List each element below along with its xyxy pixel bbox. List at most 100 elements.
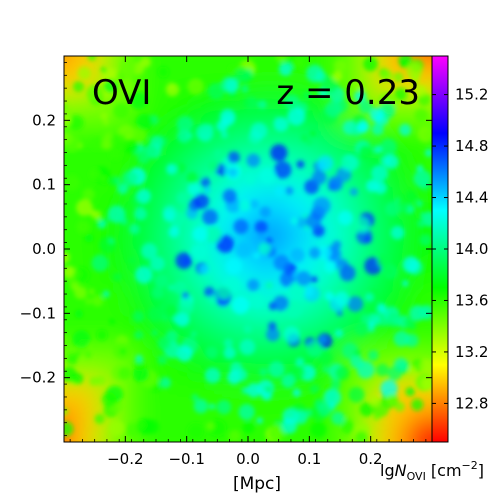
field-blob bbox=[190, 330, 197, 338]
field-blob bbox=[256, 417, 263, 424]
field-blob bbox=[192, 226, 208, 242]
colorbar-tick-label: 15.2 bbox=[455, 86, 488, 104]
field-blob bbox=[228, 167, 238, 178]
field-blob bbox=[370, 396, 381, 407]
field-blob bbox=[320, 408, 328, 416]
field-blob bbox=[176, 191, 189, 205]
y-tick-label: −0.2 bbox=[20, 369, 56, 387]
y-tick-label: −0.1 bbox=[20, 304, 56, 322]
y-tick-label: 0.1 bbox=[32, 176, 56, 194]
field-blob bbox=[258, 242, 272, 256]
field-blob bbox=[417, 125, 432, 143]
field-blob bbox=[420, 237, 427, 245]
species-label: OVI bbox=[92, 73, 151, 113]
field-blob bbox=[186, 171, 199, 184]
y-axis: 0.2 0.1 0.0 −0.1 −0.2 bbox=[20, 62, 432, 436]
field-blob bbox=[350, 355, 364, 369]
field-blob bbox=[225, 78, 239, 93]
field-blob bbox=[318, 350, 333, 366]
field-blob bbox=[295, 271, 312, 287]
field-blob bbox=[108, 237, 115, 244]
field-blob bbox=[324, 291, 335, 301]
field-blob bbox=[405, 387, 415, 397]
field-blob bbox=[74, 309, 84, 319]
field-blob bbox=[233, 219, 249, 235]
field-blob bbox=[64, 103, 68, 111]
field-blob bbox=[207, 82, 225, 100]
field-blob bbox=[405, 190, 417, 203]
field-blob bbox=[64, 266, 76, 279]
field-blob bbox=[135, 113, 153, 131]
field-blob bbox=[163, 209, 176, 222]
field-blob bbox=[177, 129, 192, 143]
field-blob bbox=[202, 209, 219, 226]
field-blob bbox=[216, 399, 232, 415]
field-blob bbox=[250, 122, 268, 140]
field-blob bbox=[117, 183, 129, 195]
field-blob bbox=[384, 154, 399, 170]
field-blob bbox=[108, 177, 118, 186]
field-blob bbox=[213, 174, 220, 181]
field-blob bbox=[216, 235, 235, 253]
field-blob bbox=[110, 133, 128, 151]
field-blob bbox=[371, 123, 384, 136]
field-blob bbox=[284, 94, 300, 110]
field-blob bbox=[334, 291, 350, 307]
field-blob bbox=[165, 82, 180, 97]
colorbar-label-close: ] bbox=[478, 461, 484, 480]
x-tick-label: 0.2 bbox=[359, 450, 383, 468]
field-blob bbox=[413, 169, 432, 188]
field-blob bbox=[71, 372, 84, 385]
field-blob bbox=[187, 78, 204, 95]
field-blob bbox=[200, 177, 211, 188]
field-blob bbox=[103, 78, 119, 94]
field-blob bbox=[281, 417, 298, 434]
field-blob bbox=[371, 164, 389, 182]
field-blob bbox=[76, 199, 93, 217]
field-blob bbox=[322, 366, 329, 373]
field-blob bbox=[154, 273, 169, 288]
field-blob bbox=[91, 254, 109, 272]
field-blob bbox=[119, 348, 127, 355]
field-blob bbox=[244, 173, 256, 185]
colorbar-tick-label: 13.6 bbox=[455, 291, 488, 309]
field-blob bbox=[390, 225, 405, 240]
field-blob bbox=[242, 421, 255, 434]
field-blob bbox=[82, 188, 95, 201]
field-blob bbox=[338, 210, 353, 226]
field-blob bbox=[102, 290, 110, 298]
field-blob bbox=[380, 69, 393, 82]
field-blob bbox=[113, 102, 129, 119]
colorbar-ticks: 12.8 13.2 13.6 14.0 14.4 14.8 15.2 bbox=[432, 86, 488, 412]
colorbar-tick-label: 14.4 bbox=[455, 189, 488, 207]
field-blob bbox=[231, 296, 250, 315]
heatmap-field bbox=[64, 56, 432, 442]
field-blob bbox=[101, 140, 111, 150]
field-blob bbox=[323, 388, 342, 407]
field-blob bbox=[113, 272, 122, 282]
field-blob bbox=[76, 220, 91, 234]
field-blob bbox=[380, 379, 398, 398]
field-blob bbox=[363, 56, 378, 72]
field-blob bbox=[386, 312, 402, 328]
field-blob bbox=[411, 398, 424, 411]
field-blob bbox=[340, 420, 355, 434]
field-blob bbox=[311, 170, 327, 185]
field-blob bbox=[90, 136, 104, 151]
field-blob bbox=[246, 153, 261, 168]
field-blob bbox=[132, 310, 145, 323]
field-blob bbox=[204, 367, 221, 384]
field-blob bbox=[354, 321, 369, 336]
field-blob bbox=[119, 79, 134, 94]
field-blob bbox=[88, 288, 95, 295]
field-blob bbox=[408, 366, 417, 375]
field-blob bbox=[166, 163, 177, 175]
colorbar-label: lgNOVI [cm−2] bbox=[380, 459, 484, 483]
field-blob bbox=[182, 291, 189, 299]
field-blob bbox=[356, 80, 366, 90]
field-blob bbox=[108, 318, 116, 325]
field-blob bbox=[135, 266, 153, 284]
y-tick-label: 0.2 bbox=[32, 111, 56, 129]
field-blob bbox=[234, 68, 249, 83]
y-tick-label: 0.0 bbox=[32, 240, 56, 258]
